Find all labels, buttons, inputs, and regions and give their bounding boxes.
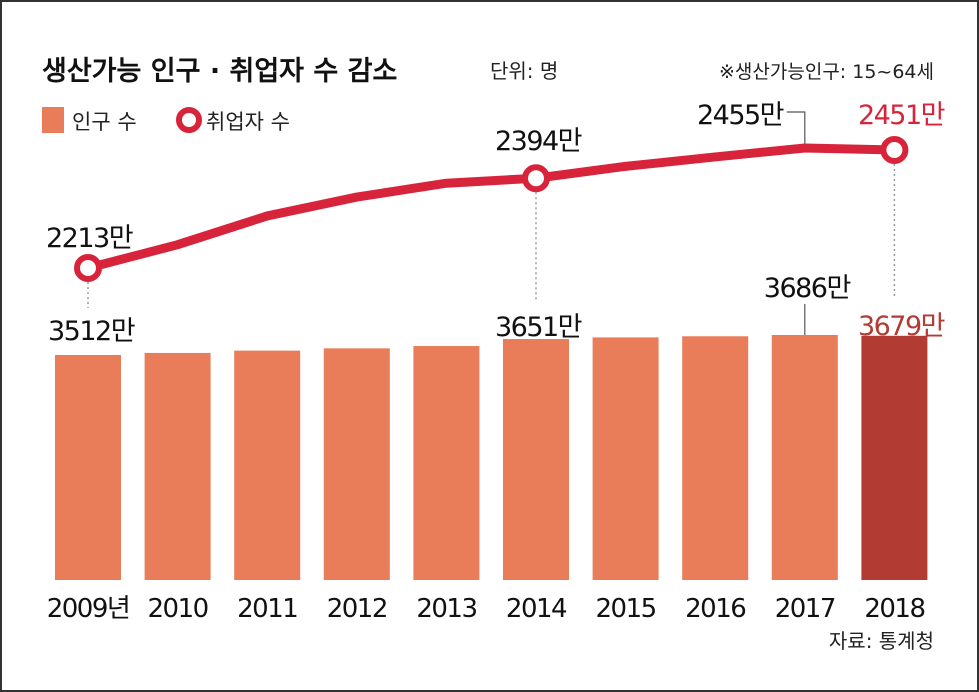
legend: 인구 수 취업자 수 xyxy=(42,107,290,134)
legend-line-marker xyxy=(176,107,202,133)
source-label: 자료: 통계청 xyxy=(829,629,934,653)
x-tick-9: 2018 xyxy=(864,594,924,624)
legend-line-label: 취업자 수 xyxy=(206,110,290,134)
legend-bar-label: 인구 수 xyxy=(72,110,137,134)
bar-value-label-8: 3686만 xyxy=(764,273,851,304)
bar-0 xyxy=(55,355,121,580)
x-tick-8: 2017 xyxy=(775,594,835,624)
note-label: ※생산가능인구: 15~64세 xyxy=(719,61,934,83)
line-value-label-0: 2213만 xyxy=(46,223,133,254)
bar-value-label-9: 3679만 xyxy=(858,311,945,342)
bar-8 xyxy=(771,335,838,580)
bar-2 xyxy=(234,350,301,580)
bar-6 xyxy=(592,337,659,580)
legend-bar-swatch xyxy=(42,107,64,133)
bar-1 xyxy=(144,352,211,580)
bar-7 xyxy=(682,336,749,580)
x-tick-0: 2009년 xyxy=(47,594,130,624)
bar-9 xyxy=(861,335,928,580)
x-tick-2: 2011 xyxy=(237,594,297,624)
bars-layer xyxy=(55,335,928,580)
x-tick-3: 2012 xyxy=(327,594,387,624)
bar-value-label-5: 3651만 xyxy=(495,312,582,343)
bar-4 xyxy=(413,346,480,580)
bar-3 xyxy=(323,348,390,580)
employment-line xyxy=(83,143,899,273)
line-value-label-9: 2451만 xyxy=(858,100,945,131)
x-tick-1: 2010 xyxy=(148,594,208,624)
line-value-label-8: 2455만 xyxy=(697,100,784,131)
x-tick-5: 2014 xyxy=(506,594,567,624)
unit-label: 단위: 명 xyxy=(490,59,558,83)
chart-title: 생산가능 인구 · 취업자 수 감소 xyxy=(42,56,397,87)
line-marker-9 xyxy=(880,135,909,164)
x-tick-4: 2013 xyxy=(416,594,476,624)
bar-5 xyxy=(503,339,569,580)
line-series-layer xyxy=(74,135,909,282)
x-tick-7: 2016 xyxy=(685,594,745,624)
x-axis-ticks: 2009년 2010 2011 2012 2013 2014 2015 2016 2017 201… xyxy=(47,594,926,624)
line-value-label-5: 2394만 xyxy=(495,126,582,157)
leader-lines xyxy=(87,111,896,335)
line-marker-5 xyxy=(522,164,550,193)
line-marker-0 xyxy=(74,254,102,282)
x-tick-6: 2015 xyxy=(596,594,656,624)
leader-line-line-8 xyxy=(786,111,806,144)
bar-value-label-0: 3512만 xyxy=(48,316,135,347)
